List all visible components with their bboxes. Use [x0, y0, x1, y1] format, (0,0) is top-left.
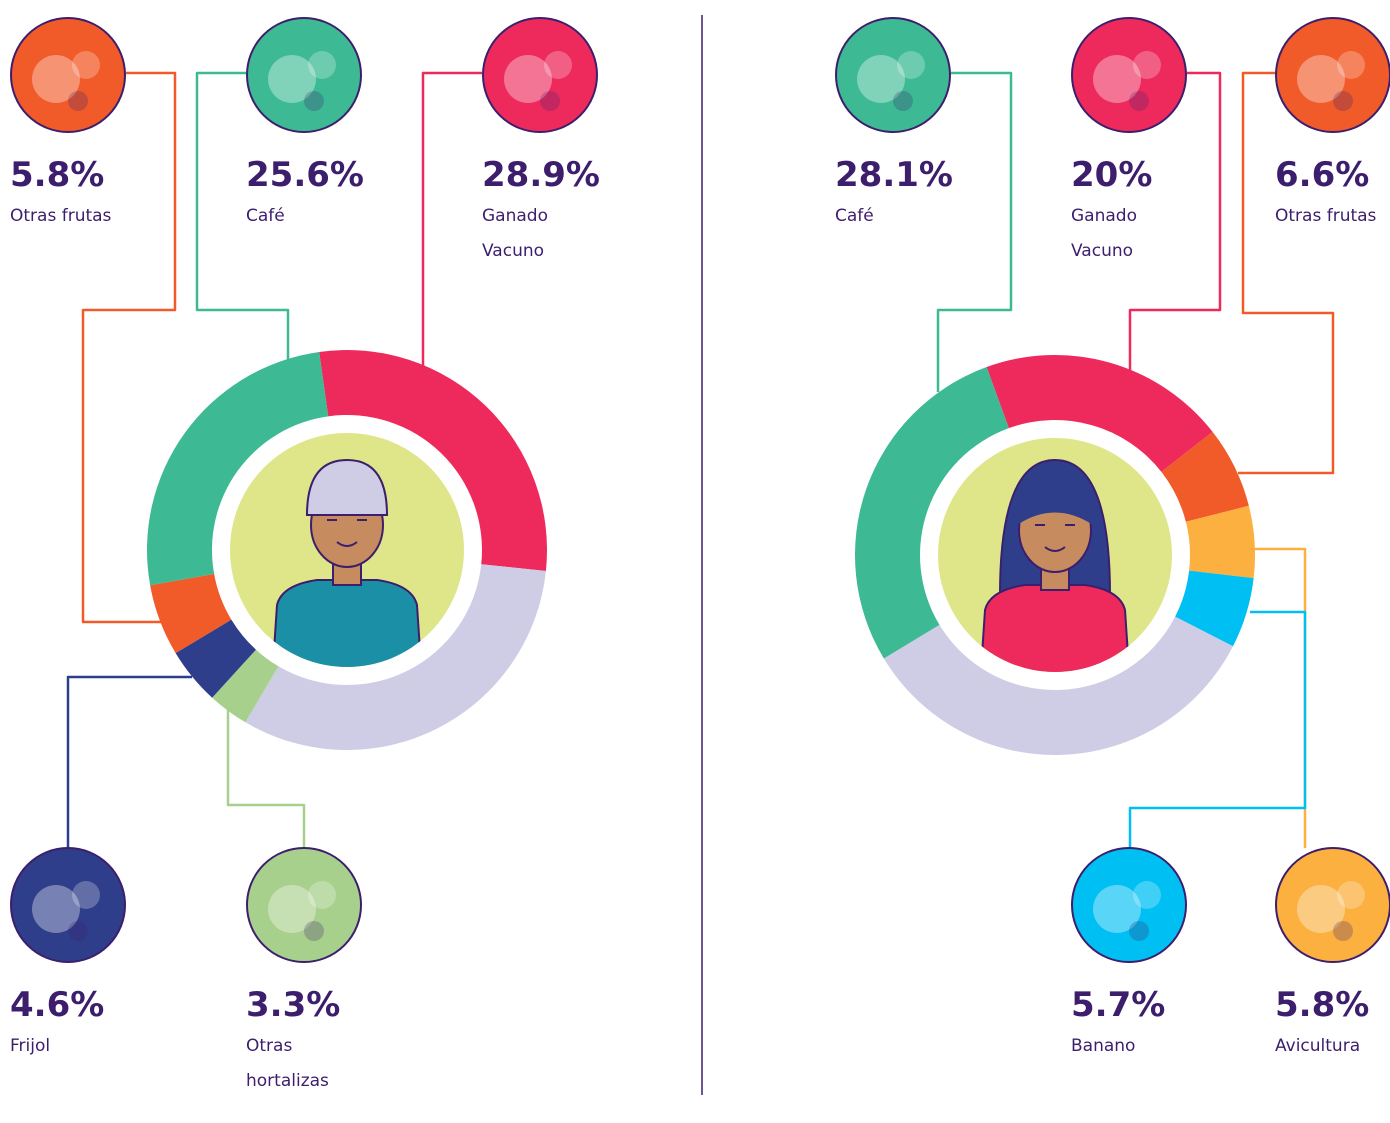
- icon-detail: [72, 881, 100, 909]
- cap: [305, 458, 389, 516]
- category-icon: [10, 17, 126, 133]
- icon-detail: [72, 51, 100, 79]
- icon-circle: [1275, 847, 1390, 963]
- icon-detail: [268, 885, 316, 933]
- icon-detail: [308, 881, 336, 909]
- donut-segment: [319, 350, 547, 572]
- icon-detail: [857, 55, 905, 103]
- avatar-figure: [978, 458, 1132, 672]
- category-label: Frijol: [10, 1036, 51, 1056]
- icon-detail: [544, 51, 572, 79]
- category-icon: [1275, 847, 1390, 963]
- icon-detail: [1133, 51, 1161, 79]
- donut-segment: [1185, 505, 1255, 579]
- donut-segment: [883, 616, 1233, 755]
- icon-detail: [1333, 921, 1353, 941]
- category-label: Café: [835, 206, 874, 226]
- category-icon: [246, 17, 362, 133]
- category-label: Otras frutas: [10, 206, 112, 226]
- smile: [1044, 546, 1066, 552]
- value-label: 28.1%: [835, 155, 953, 195]
- icon-detail: [1093, 55, 1141, 103]
- icon-detail: [540, 91, 560, 111]
- icon-detail: [1297, 55, 1345, 103]
- category-label: Banano: [1071, 1036, 1136, 1056]
- value-label: 5.8%: [1275, 985, 1370, 1025]
- body: [978, 584, 1132, 672]
- category-icon: [10, 847, 126, 963]
- icon-detail: [1333, 91, 1353, 111]
- icon-detail: [68, 91, 88, 111]
- category-icon: [482, 17, 598, 133]
- icon-detail: [897, 51, 925, 79]
- icon-detail: [308, 51, 336, 79]
- donut-segment: [212, 649, 279, 723]
- icon-detail: [1129, 921, 1149, 941]
- icon-detail: [268, 55, 316, 103]
- bangs: [1017, 485, 1093, 525]
- icon-detail: [1093, 885, 1141, 933]
- icon-detail: [1337, 51, 1365, 79]
- avatar-figure: [270, 458, 424, 667]
- icon-circle: [10, 17, 126, 133]
- category-label: Ganado Vacuno: [482, 206, 548, 261]
- donut-segment: [986, 354, 1213, 472]
- icon-detail: [304, 91, 324, 111]
- donut-segment: [150, 573, 232, 654]
- icon-circle: [1071, 17, 1187, 133]
- body: [270, 579, 424, 667]
- donut-segment: [855, 367, 1009, 659]
- donut-segment: [175, 619, 256, 698]
- icon-detail: [68, 921, 88, 941]
- leader-lines: [66, 71, 1335, 848]
- value-label: 28.9%: [482, 155, 600, 195]
- donut-segment: [146, 351, 329, 586]
- category-icon: [246, 847, 362, 963]
- icon-circle: [835, 17, 951, 133]
- value-label: 4.6%: [10, 985, 105, 1025]
- category-icon: [1071, 17, 1187, 133]
- icon-detail: [893, 91, 913, 111]
- icon-circle: [10, 847, 126, 963]
- category-icon: [1071, 847, 1187, 963]
- icon-detail: [504, 55, 552, 103]
- icon-detail: [32, 55, 80, 103]
- donut-segment: [245, 564, 546, 750]
- category-label: Café: [246, 206, 285, 226]
- icon-circle: [482, 17, 598, 133]
- icon-circle: [246, 847, 362, 963]
- value-label: 3.3%: [246, 985, 341, 1025]
- category-icon: [835, 17, 951, 133]
- icon-circle: [1275, 17, 1390, 133]
- value-label: 25.6%: [246, 155, 364, 195]
- donut-segment: [1161, 431, 1249, 522]
- icon-detail: [1133, 881, 1161, 909]
- value-label: 20%: [1071, 155, 1153, 195]
- category-label: Otras frutas: [1275, 206, 1377, 226]
- icon-detail: [1337, 881, 1365, 909]
- icon-circle: [1071, 847, 1187, 963]
- value-label: 5.8%: [10, 155, 105, 195]
- icon-detail: [1129, 91, 1149, 111]
- icon-detail: [1297, 885, 1345, 933]
- icon-circle: [246, 17, 362, 133]
- smile: [336, 541, 358, 547]
- category-label: Ganado Vacuno: [1071, 206, 1137, 261]
- category-label: Otras hortalizas: [246, 1036, 329, 1091]
- category-icon: [1275, 17, 1390, 133]
- value-label: 6.6%: [1275, 155, 1370, 195]
- avatar: [230, 433, 464, 667]
- icon-detail: [32, 885, 80, 933]
- category-label: Avicultura: [1275, 1036, 1361, 1056]
- avatar: [938, 438, 1172, 672]
- value-label: 5.7%: [1071, 985, 1166, 1025]
- donut-segment: [1175, 570, 1254, 647]
- icon-detail: [304, 921, 324, 941]
